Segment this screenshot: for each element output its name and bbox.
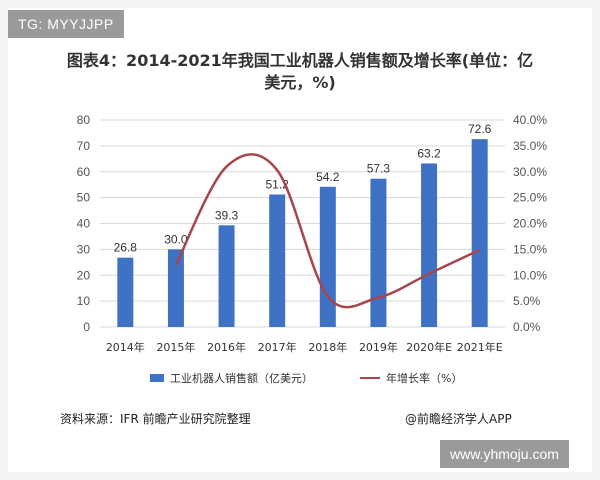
y-left-tick-label: 60: [77, 165, 91, 179]
bar-value-label: 39.3: [215, 208, 239, 222]
bar-value-label: 30.0: [164, 232, 188, 246]
watermark-tag: TG: MYYJJPP: [8, 10, 124, 38]
y-left-tick-label: 70: [77, 139, 91, 153]
chart-card: [8, 8, 592, 472]
bar: [167, 249, 184, 327]
bar: [421, 163, 438, 327]
y-right-tick-label: 0.0%: [513, 320, 541, 334]
source-note: 资料来源：IFR 前瞻产业研究院整理: [60, 412, 251, 426]
y-left-tick-label: 0: [83, 320, 90, 334]
chart-legend: 工业机器人销售额（亿美元） 年增长率（%）: [150, 370, 470, 386]
credit-note: @前瞻经济学人APP: [405, 412, 512, 426]
y-right-tick-label: 35.0%: [513, 139, 547, 153]
x-tick-label: 2016年: [207, 340, 246, 354]
y-right-tick-label: 15.0%: [513, 242, 547, 256]
legend-label-sales: 工业机器人销售额（亿美元）: [170, 372, 313, 385]
bar-value-label: 54.2: [316, 170, 340, 184]
y-left-tick-label: 40: [77, 217, 91, 231]
bar: [319, 186, 336, 327]
legend-item-growth: 年增长率（%）: [360, 370, 462, 386]
y-left-tick-label: 20: [77, 268, 91, 282]
bar: [218, 225, 235, 327]
y-right-tick-label: 30.0%: [513, 165, 547, 179]
bar-value-label: 63.2: [417, 146, 441, 160]
y-right-tick-label: 25.0%: [513, 191, 547, 205]
growth-rate-line: [174, 153, 481, 309]
bar: [269, 194, 286, 327]
legend-swatch-growth: [360, 377, 380, 379]
bar-value-label: 26.8: [114, 241, 138, 255]
x-tick-label: 2017年: [258, 340, 297, 354]
bar: [117, 257, 134, 327]
x-tick-label: 2014年: [106, 340, 145, 354]
chart-title: 图表4：2014-2021年我国工业机器人销售额及增长率(单位：亿美元，%): [66, 51, 534, 92]
legend-label-growth: 年增长率（%）: [386, 372, 463, 385]
y-right-tick-label: 20.0%: [513, 217, 547, 231]
legend-item-sales: 工业机器人销售额（亿美元）: [150, 370, 313, 386]
x-tick-label: 2018年: [308, 340, 347, 354]
y-left-tick-label: 10: [77, 294, 91, 308]
bar: [370, 178, 387, 327]
bar-value-label: 57.3: [367, 162, 391, 176]
x-tick-label: 2015年: [156, 340, 195, 354]
y-left-tick-label: 50: [77, 191, 91, 205]
y-left-tick-label: 80: [77, 113, 91, 127]
x-tick-label: 2020年E: [406, 340, 452, 354]
y-left-tick-label: 30: [77, 242, 91, 256]
y-right-tick-label: 5.0%: [513, 294, 541, 308]
y-right-tick-label: 10.0%: [513, 268, 547, 282]
legend-swatch-sales: [150, 374, 164, 382]
bar: [471, 139, 488, 327]
x-tick-label: 2019年: [359, 340, 398, 354]
x-tick-label: 2021年E: [457, 340, 503, 354]
y-right-tick-label: 40.0%: [513, 113, 547, 127]
bar-value-label: 72.6: [468, 122, 492, 136]
site-watermark: www.yhmoju.com: [440, 440, 569, 468]
